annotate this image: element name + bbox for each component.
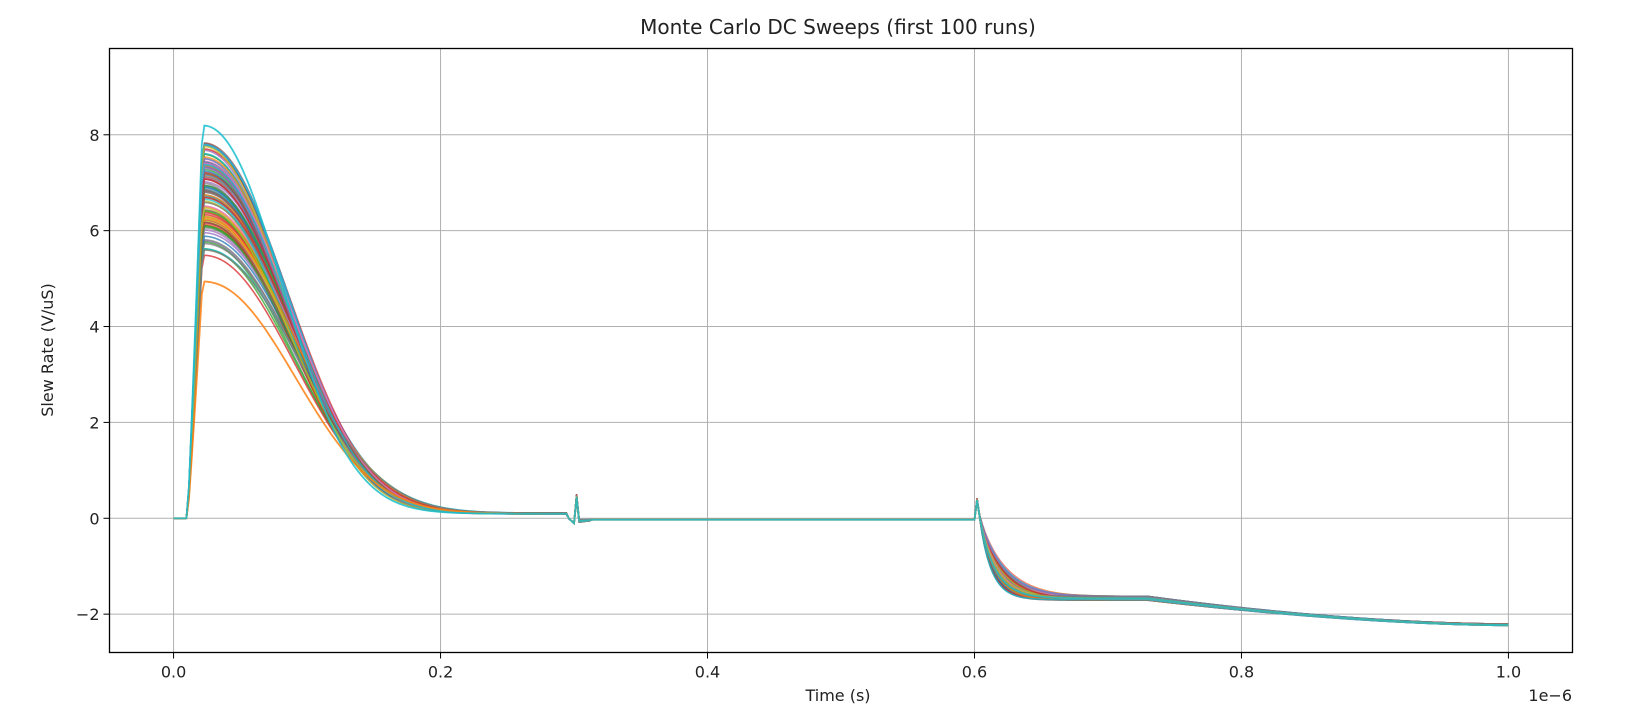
chart-title: Monte Carlo DC Sweeps (first 100 runs) bbox=[640, 15, 1036, 39]
x-tick-label: 0.4 bbox=[695, 663, 720, 682]
series-group bbox=[173, 124, 1509, 627]
run-line bbox=[173, 124, 1509, 626]
x-tick-label: 0.2 bbox=[428, 663, 453, 682]
y-tick-label: 2 bbox=[89, 413, 99, 432]
y-tick-label: 6 bbox=[89, 222, 99, 241]
ticks: 0.0 0.2 0.4 0.6 0.8 1.0 −2 0 2 4 6 8 bbox=[76, 126, 1521, 682]
x-tick-label: 0.8 bbox=[1229, 663, 1254, 682]
y-axis-label: Slew Rate (V/uS) bbox=[38, 283, 57, 417]
x-tick-label: 1.0 bbox=[1496, 663, 1521, 682]
y-tick-label: 8 bbox=[89, 126, 99, 145]
x-tick-label: 0.0 bbox=[161, 663, 186, 682]
x-tick-label: 0.6 bbox=[962, 663, 987, 682]
plot-frame bbox=[108, 47, 1574, 654]
y-tick-label: 4 bbox=[89, 318, 99, 337]
y-tick-label: −2 bbox=[76, 605, 100, 624]
x-axis-offset-label: 1e−6 bbox=[1528, 686, 1572, 705]
y-tick-label: 0 bbox=[89, 509, 99, 528]
x-axis-label: Time (s) bbox=[804, 686, 870, 705]
grid bbox=[109, 48, 1573, 653]
